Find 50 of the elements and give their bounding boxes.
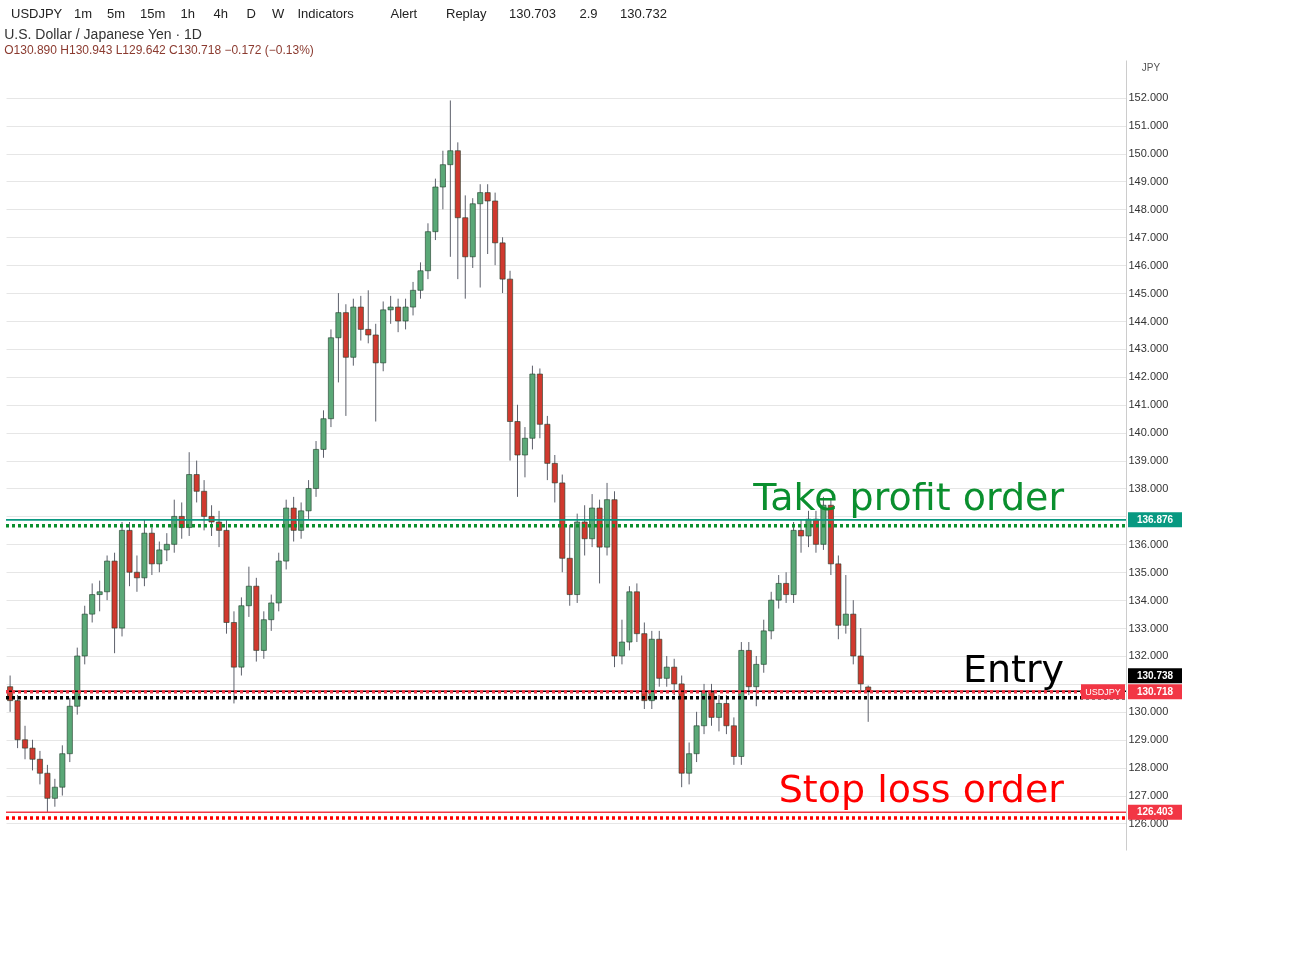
ref-line-label: 136.876 bbox=[1136, 513, 1174, 525]
annotation: USDJPY bbox=[1085, 686, 1121, 697]
y-tick-label: 136.000 bbox=[1128, 537, 1169, 550]
y-tick-label: 149.000 bbox=[1128, 174, 1169, 187]
text: W bbox=[272, 6, 285, 21]
text: 15m bbox=[140, 6, 166, 21]
ref-line-label: Entry bbox=[962, 646, 1064, 691]
y-tick-label: 139.000 bbox=[1128, 454, 1169, 467]
y-tick-label: 147.000 bbox=[1128, 230, 1169, 243]
y-tick-label: 140.000 bbox=[1128, 426, 1169, 439]
y-tick-label: 133.000 bbox=[1128, 621, 1169, 634]
y-tick-label: 142.000 bbox=[1128, 370, 1169, 383]
text: 130.703 bbox=[509, 6, 556, 21]
chart-subtitle: O130.890 H130.943 L129.642 C130.718 −0.172 (−0.13%) bbox=[4, 43, 314, 57]
text: Replay bbox=[446, 6, 487, 21]
text: D bbox=[246, 6, 256, 21]
y-tick-label: 128.000 bbox=[1128, 761, 1169, 774]
y-tick-label: 138.000 bbox=[1128, 482, 1169, 494]
text: 4h bbox=[213, 6, 228, 21]
y-tick-label: 152.000 bbox=[1128, 91, 1169, 104]
ref-line-label: Take profit order bbox=[752, 474, 1065, 519]
ref-line-label: Stop loss order bbox=[778, 766, 1065, 811]
y-tick-label: 143.000 bbox=[1128, 342, 1169, 355]
ref-line-label: 130.718 bbox=[1136, 685, 1174, 697]
y-tick-label: 146.000 bbox=[1128, 258, 1169, 271]
y-tick-label: 144.000 bbox=[1128, 314, 1169, 327]
ref-line-label: 130.738 bbox=[1136, 669, 1174, 681]
text: 130.732 bbox=[620, 6, 667, 21]
text: 1m bbox=[74, 6, 93, 21]
y-axis-title: JPY bbox=[1141, 62, 1161, 73]
text: Indicators bbox=[297, 6, 355, 21]
y-tick-label: 148.000 bbox=[1128, 202, 1169, 215]
y-tick-label: 126.000 bbox=[1128, 816, 1169, 829]
y-tick-label: 134.000 bbox=[1128, 593, 1169, 606]
y-tick-label: 129.000 bbox=[1128, 733, 1169, 746]
text: 5m bbox=[107, 6, 126, 21]
ref-line-label: 126.403 bbox=[1136, 806, 1174, 818]
text: 1h bbox=[180, 6, 195, 21]
text: 2.9 bbox=[579, 6, 598, 21]
text: USDJPY bbox=[11, 6, 63, 21]
y-tick-label: 150.000 bbox=[1128, 147, 1169, 160]
y-tick-label: 132.000 bbox=[1128, 649, 1169, 662]
chart-title: U.S. Dollar / Japanese Yen · 1D bbox=[4, 26, 202, 42]
y-tick-label: 145.000 bbox=[1128, 286, 1169, 299]
y-tick-label: 127.000 bbox=[1128, 789, 1169, 802]
y-tick-label: 141.000 bbox=[1128, 398, 1169, 411]
y-tick-label: 135.000 bbox=[1128, 565, 1169, 578]
text: Alert bbox=[390, 6, 418, 21]
y-tick-label: 130.000 bbox=[1128, 705, 1169, 718]
y-tick-label: 151.000 bbox=[1128, 119, 1169, 132]
